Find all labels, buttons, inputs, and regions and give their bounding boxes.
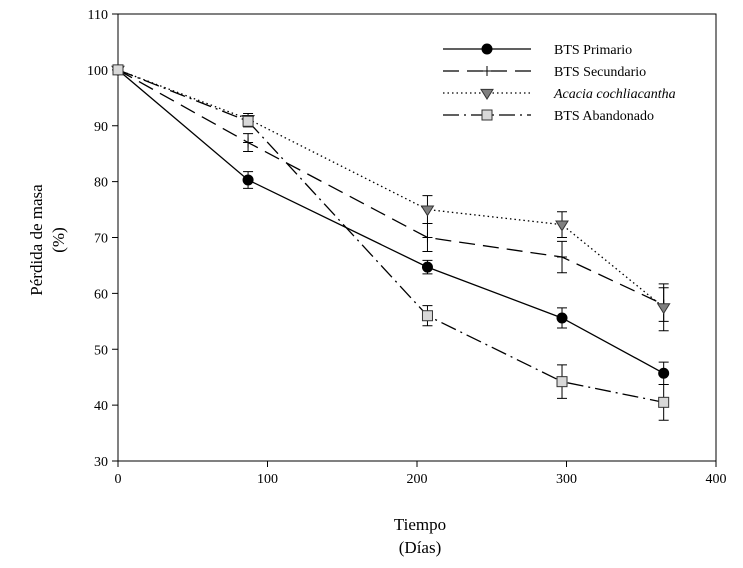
series-bts-abandonado — [112, 64, 670, 421]
x-tick-label: 100 — [257, 472, 278, 487]
data-point-square — [556, 376, 568, 388]
legend-label: BTS Secundario — [554, 65, 646, 80]
data-point-square — [481, 109, 493, 121]
plot-frame — [117, 13, 717, 462]
series-bts-secundario — [113, 64, 669, 322]
data-point-circle — [481, 43, 493, 55]
y-tick-label: 40 — [94, 399, 108, 414]
y-tick-label: 90 — [94, 120, 108, 135]
data-point-triangle — [656, 303, 671, 315]
y-tick-label: 30 — [94, 455, 108, 470]
x-tick-label: 0 — [115, 472, 122, 487]
y-tick-label: 110 — [88, 8, 108, 23]
x-axis-title-line-2: (Días) — [399, 538, 441, 557]
x-tick-label: 400 — [706, 472, 727, 487]
legend-label: BTS Primario — [554, 43, 632, 58]
y-tick-label: 50 — [94, 343, 108, 358]
data-point-square — [658, 396, 670, 408]
data-point-plus — [422, 232, 433, 243]
y-tick-label: 60 — [94, 287, 108, 302]
series-line — [117, 69, 665, 308]
y-axis-title-line-2: (%) — [49, 227, 68, 252]
y-tick-label: 100 — [87, 64, 108, 79]
axes: 0 100 200 300 400 30 40 50 60 70 80 90 100 110 — [87, 8, 727, 487]
y-tick-label: 80 — [94, 176, 108, 191]
data-point-circle — [556, 312, 568, 324]
series-acacia-cochliacantha — [111, 65, 671, 332]
data-point-square — [242, 115, 254, 127]
legend: BTS Primario BTS Secundario Acacia cochlia… — [443, 43, 676, 124]
data-point-circle — [421, 261, 433, 273]
data-point-plus — [243, 137, 254, 148]
data-point-square — [421, 310, 433, 322]
data-point-triangle — [555, 220, 569, 232]
series-layer — [111, 64, 671, 421]
data-point-plus — [557, 252, 568, 263]
y-tick-label: 70 — [94, 232, 108, 247]
data-point-square — [112, 64, 124, 76]
legend-label: BTS Abandonado — [554, 109, 654, 124]
legend-label: Acacia cochliacantha — [553, 87, 676, 102]
x-axis-title-line-1: Tiempo — [394, 515, 446, 534]
data-point-circle — [242, 174, 254, 186]
data-point-circle — [658, 367, 670, 379]
x-tick-label: 200 — [407, 472, 428, 487]
data-point-triangle — [480, 88, 494, 100]
data-point-triangle — [420, 205, 435, 217]
x-tick-label: 300 — [556, 472, 577, 487]
series-line — [117, 69, 664, 306]
data-point-plus — [482, 66, 492, 76]
y-axis-title-line-1: Pérdida de masa — [27, 184, 46, 296]
